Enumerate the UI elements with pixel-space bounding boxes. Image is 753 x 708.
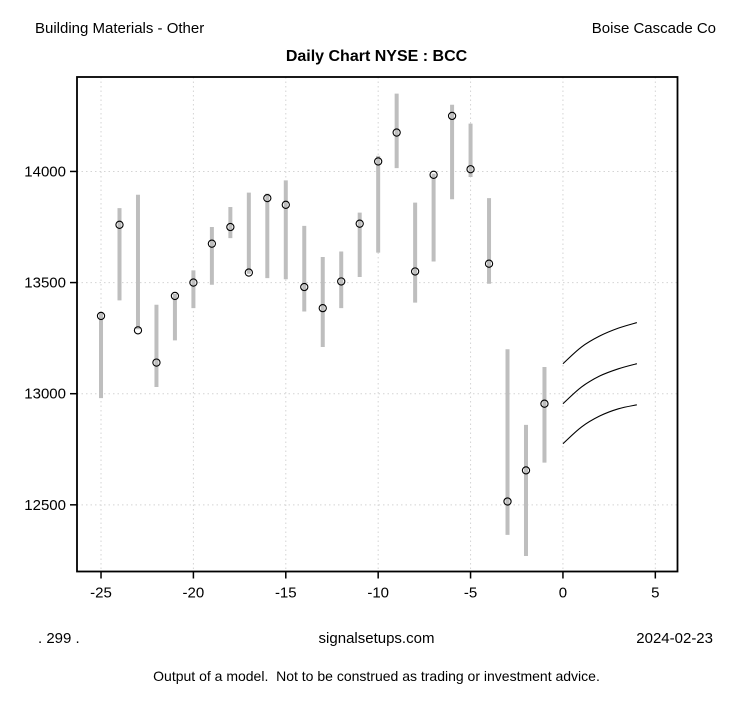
- close-marker: [521, 466, 531, 475]
- close-marker: [410, 267, 420, 276]
- close-marker: [207, 239, 217, 248]
- close-marker: [484, 259, 494, 268]
- close-marker: [96, 311, 106, 321]
- chart-title: Daily Chart NYSE : BCC: [285, 48, 468, 65]
- close-marker: [337, 277, 346, 286]
- close-marker: [263, 193, 272, 203]
- x-tick-label: 0: [559, 585, 567, 602]
- forecast-curve-upper: [562, 322, 638, 365]
- x-tick-label: -10: [367, 585, 389, 602]
- close-marker: [152, 358, 161, 367]
- close-marker: [374, 157, 383, 166]
- close-marker: [318, 303, 327, 313]
- close-marker: [133, 326, 143, 335]
- close-marker: [392, 128, 401, 137]
- close-marker: [429, 170, 438, 179]
- disclaimer-text: Output of a model. Not to be construed a…: [153, 668, 600, 684]
- close-marker: [244, 268, 253, 277]
- x-tick-label: -5: [464, 585, 477, 602]
- close-marker: [466, 165, 475, 174]
- close-marker: [300, 282, 309, 292]
- x-tick-label: -20: [183, 585, 205, 602]
- footer-date: 2024-02-23: [636, 630, 713, 647]
- close-marker: [355, 219, 364, 228]
- footer-code: . 299 .: [38, 630, 80, 647]
- y-tick-label: 14000: [24, 163, 66, 180]
- close-marker: [540, 399, 549, 408]
- y-tick-label: 13000: [24, 386, 66, 403]
- forecast-curve-lower: [562, 404, 637, 445]
- forecast-curve-middle: [562, 363, 637, 405]
- x-tick-label: -15: [275, 585, 297, 602]
- footer-site-link: signalsetups.com: [318, 630, 435, 647]
- x-tick-label: 5: [651, 585, 659, 602]
- close-marker: [115, 220, 124, 229]
- x-tick-label: -25: [90, 585, 112, 602]
- close-marker: [447, 111, 457, 121]
- close-marker: [281, 200, 290, 209]
- footer-row: . 299 . signalsetups.com 2024-02-23: [0, 630, 753, 650]
- close-marker: [226, 222, 235, 232]
- y-tick-label: 13500: [24, 275, 66, 292]
- sector-label: Building Materials - Other: [35, 20, 205, 37]
- close-marker: [170, 291, 180, 301]
- plot-border: [76, 76, 679, 573]
- close-marker: [189, 278, 198, 287]
- close-marker: [503, 497, 512, 506]
- y-tick-label: 12500: [24, 497, 66, 514]
- price-chart-svg: -25 -20 -15 -10 -5 0 5 12500 13000 13500 14000: [24, 76, 679, 602]
- company-name: Boise Cascade Co: [591, 20, 716, 37]
